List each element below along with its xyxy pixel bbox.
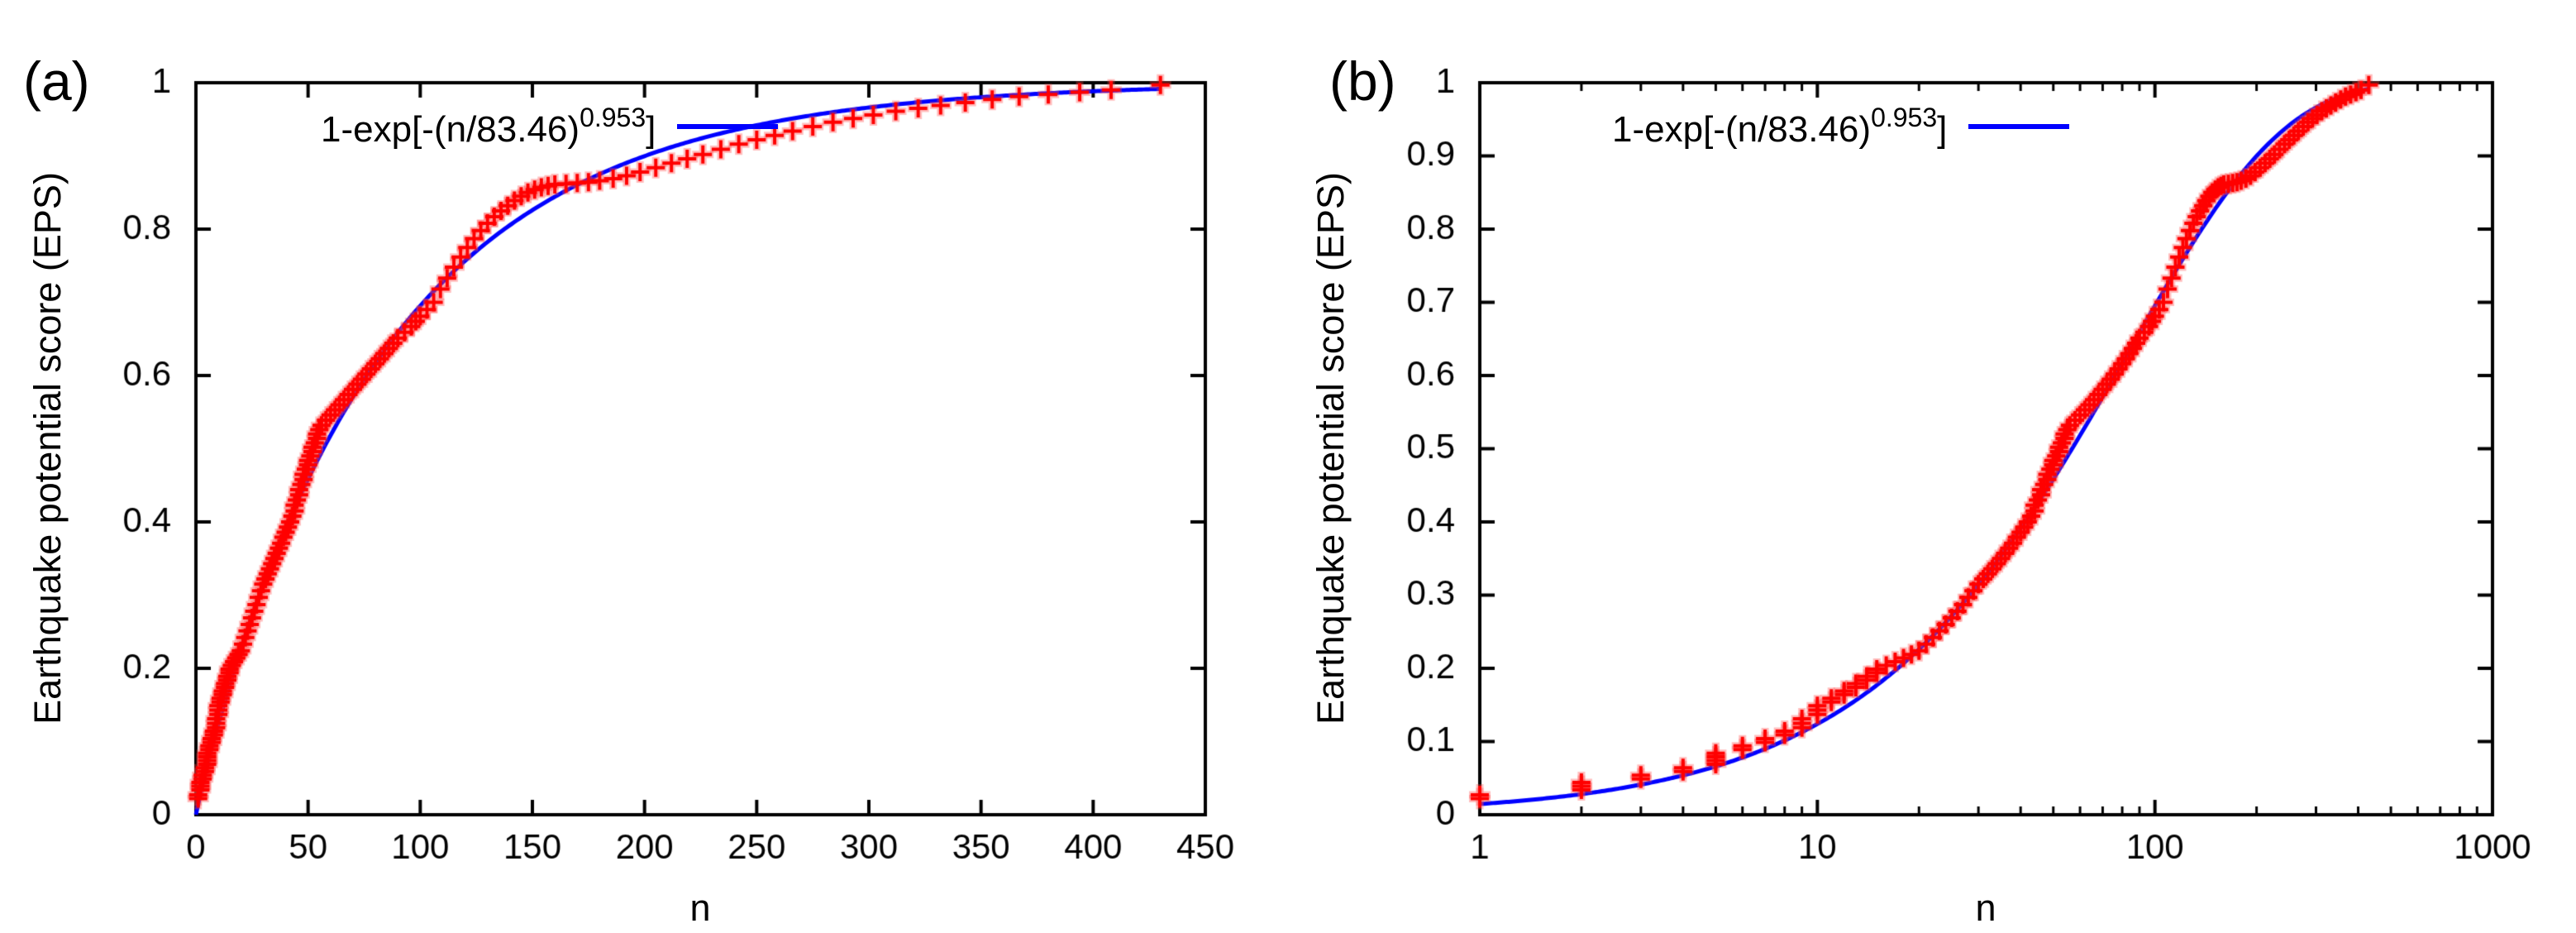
legend-line-sample-b: [1968, 124, 2070, 129]
legend-formula-close-b: ]: [1937, 109, 1948, 150]
panel-tag-b: (b): [1329, 50, 1396, 112]
legend-formula-b: 1-exp[-(n/83.46)0.953]: [1612, 103, 1947, 151]
legend-formula-base-a: 1-exp[-(n/83.46): [321, 109, 580, 150]
legend-line-sample-a: [677, 124, 779, 129]
legend-formula-exponent-b: 0.953: [1871, 103, 1938, 132]
legend-formula-close-a: ]: [646, 109, 656, 150]
legend-formula-exponent-a: 0.953: [580, 103, 646, 132]
legend-a: 1-exp[-(n/83.46)0.953]: [321, 101, 779, 152]
y-axis-label-a: Earthquake potential score (EPS): [26, 172, 69, 725]
panel-tag-a: (a): [23, 50, 90, 112]
y-axis-label-b: Earthquake potential score (EPS): [1309, 172, 1352, 725]
x-axis-label-b: n: [1975, 887, 1996, 929]
legend-formula-a: 1-exp[-(n/83.46)0.953]: [321, 103, 656, 151]
legend-b: 1-exp[-(n/83.46)0.953]: [1612, 101, 2070, 152]
legend-formula-base-b: 1-exp[-(n/83.46): [1612, 109, 1872, 150]
x-axis-label-a: n: [689, 887, 711, 929]
